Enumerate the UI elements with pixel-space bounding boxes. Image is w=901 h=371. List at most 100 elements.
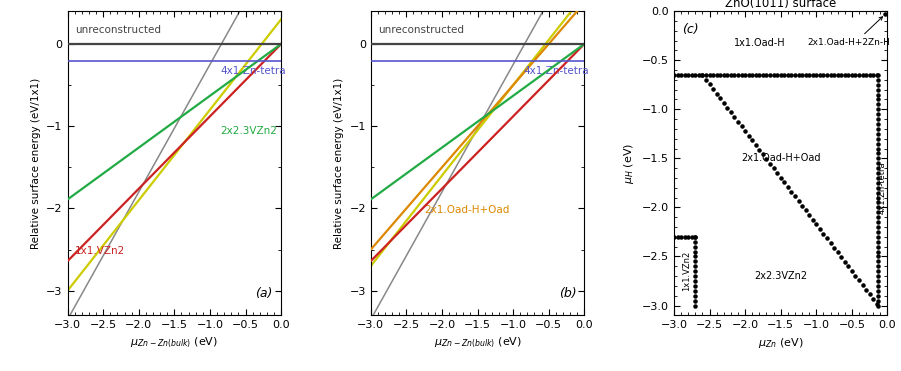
Point <box>805 217 820 223</box>
Point <box>777 179 791 185</box>
Point <box>845 268 860 274</box>
Point <box>688 293 703 299</box>
Point <box>831 249 845 255</box>
Point <box>724 109 738 115</box>
Point <box>871 293 886 299</box>
Point <box>798 72 813 78</box>
Point <box>871 116 886 122</box>
Point <box>777 72 791 78</box>
Point <box>734 72 749 78</box>
Point <box>685 234 699 240</box>
Y-axis label: Relative surface energy (eV/1x1): Relative surface energy (eV/1x1) <box>334 78 344 249</box>
Point <box>774 72 788 78</box>
Point <box>871 229 886 235</box>
Point <box>813 72 827 78</box>
Point <box>688 249 703 255</box>
Y-axis label: $\mu_H$ (eV): $\mu_H$ (eV) <box>623 143 636 184</box>
Point <box>734 123 749 129</box>
Point <box>859 72 873 78</box>
Point <box>727 114 742 120</box>
Point <box>770 72 785 78</box>
Point <box>871 111 886 117</box>
Point <box>871 131 886 137</box>
Point <box>787 193 802 199</box>
Point <box>795 203 809 209</box>
Point <box>731 72 745 78</box>
Point <box>760 156 774 162</box>
Point <box>749 142 763 148</box>
Point <box>802 72 816 78</box>
Point <box>871 204 886 210</box>
Point <box>688 239 703 245</box>
Point <box>770 170 785 176</box>
Point <box>834 254 849 260</box>
Text: (b): (b) <box>559 287 577 300</box>
Point <box>780 184 795 190</box>
Point <box>688 253 703 259</box>
Point <box>869 301 884 307</box>
Point <box>674 72 688 78</box>
Point <box>809 72 824 78</box>
Text: 2x1.Oad-H+2Zn-H: 2x1.Oad-H+2Zn-H <box>807 38 890 47</box>
Point <box>871 268 886 274</box>
Point <box>756 151 770 157</box>
Point <box>670 234 685 240</box>
Point <box>842 72 856 78</box>
Point <box>871 96 886 102</box>
Point <box>871 87 886 93</box>
Point <box>859 287 873 293</box>
Point <box>871 165 886 171</box>
Point <box>738 72 752 78</box>
Text: (a): (a) <box>256 287 273 300</box>
Point <box>716 100 731 106</box>
Text: 1x1.Oad-H: 1x1.Oad-H <box>733 37 785 47</box>
Point <box>742 72 756 78</box>
Point <box>802 212 816 218</box>
Point <box>670 72 685 78</box>
Point <box>763 72 778 78</box>
Text: unreconstructed: unreconstructed <box>378 25 464 35</box>
Point <box>760 72 774 78</box>
Point <box>871 195 886 201</box>
Text: 4x1.Zn-tetra: 4x1.Zn-tetra <box>523 66 589 76</box>
Point <box>862 291 877 297</box>
Point <box>709 72 724 78</box>
Point <box>681 72 696 78</box>
Point <box>667 72 681 78</box>
Point <box>827 245 842 251</box>
Point <box>851 278 866 283</box>
Point <box>688 259 703 265</box>
Point <box>774 175 788 181</box>
Point <box>720 105 734 111</box>
Point <box>871 136 886 142</box>
Point <box>692 72 706 78</box>
Point <box>871 121 886 127</box>
Point <box>871 288 886 294</box>
Point <box>871 234 886 240</box>
Point <box>871 263 886 269</box>
Point <box>848 72 862 78</box>
Point <box>869 72 884 78</box>
Point <box>834 72 849 78</box>
Point <box>678 72 692 78</box>
Point <box>763 161 778 167</box>
Point <box>871 106 886 112</box>
Point <box>855 72 869 78</box>
Title: ZnO(1011) surface: ZnO(1011) surface <box>725 0 836 10</box>
Point <box>838 259 852 265</box>
Point <box>791 198 805 204</box>
Point <box>688 288 703 294</box>
Point <box>851 72 866 78</box>
Point <box>756 72 770 78</box>
Point <box>696 72 710 78</box>
Point <box>866 72 880 78</box>
Point <box>667 234 681 240</box>
Point <box>688 303 703 309</box>
Point <box>795 72 809 78</box>
Point <box>871 126 886 132</box>
Point <box>709 91 724 96</box>
Point <box>871 214 886 220</box>
Point <box>871 303 886 309</box>
Point <box>871 273 886 279</box>
Point <box>705 72 720 78</box>
